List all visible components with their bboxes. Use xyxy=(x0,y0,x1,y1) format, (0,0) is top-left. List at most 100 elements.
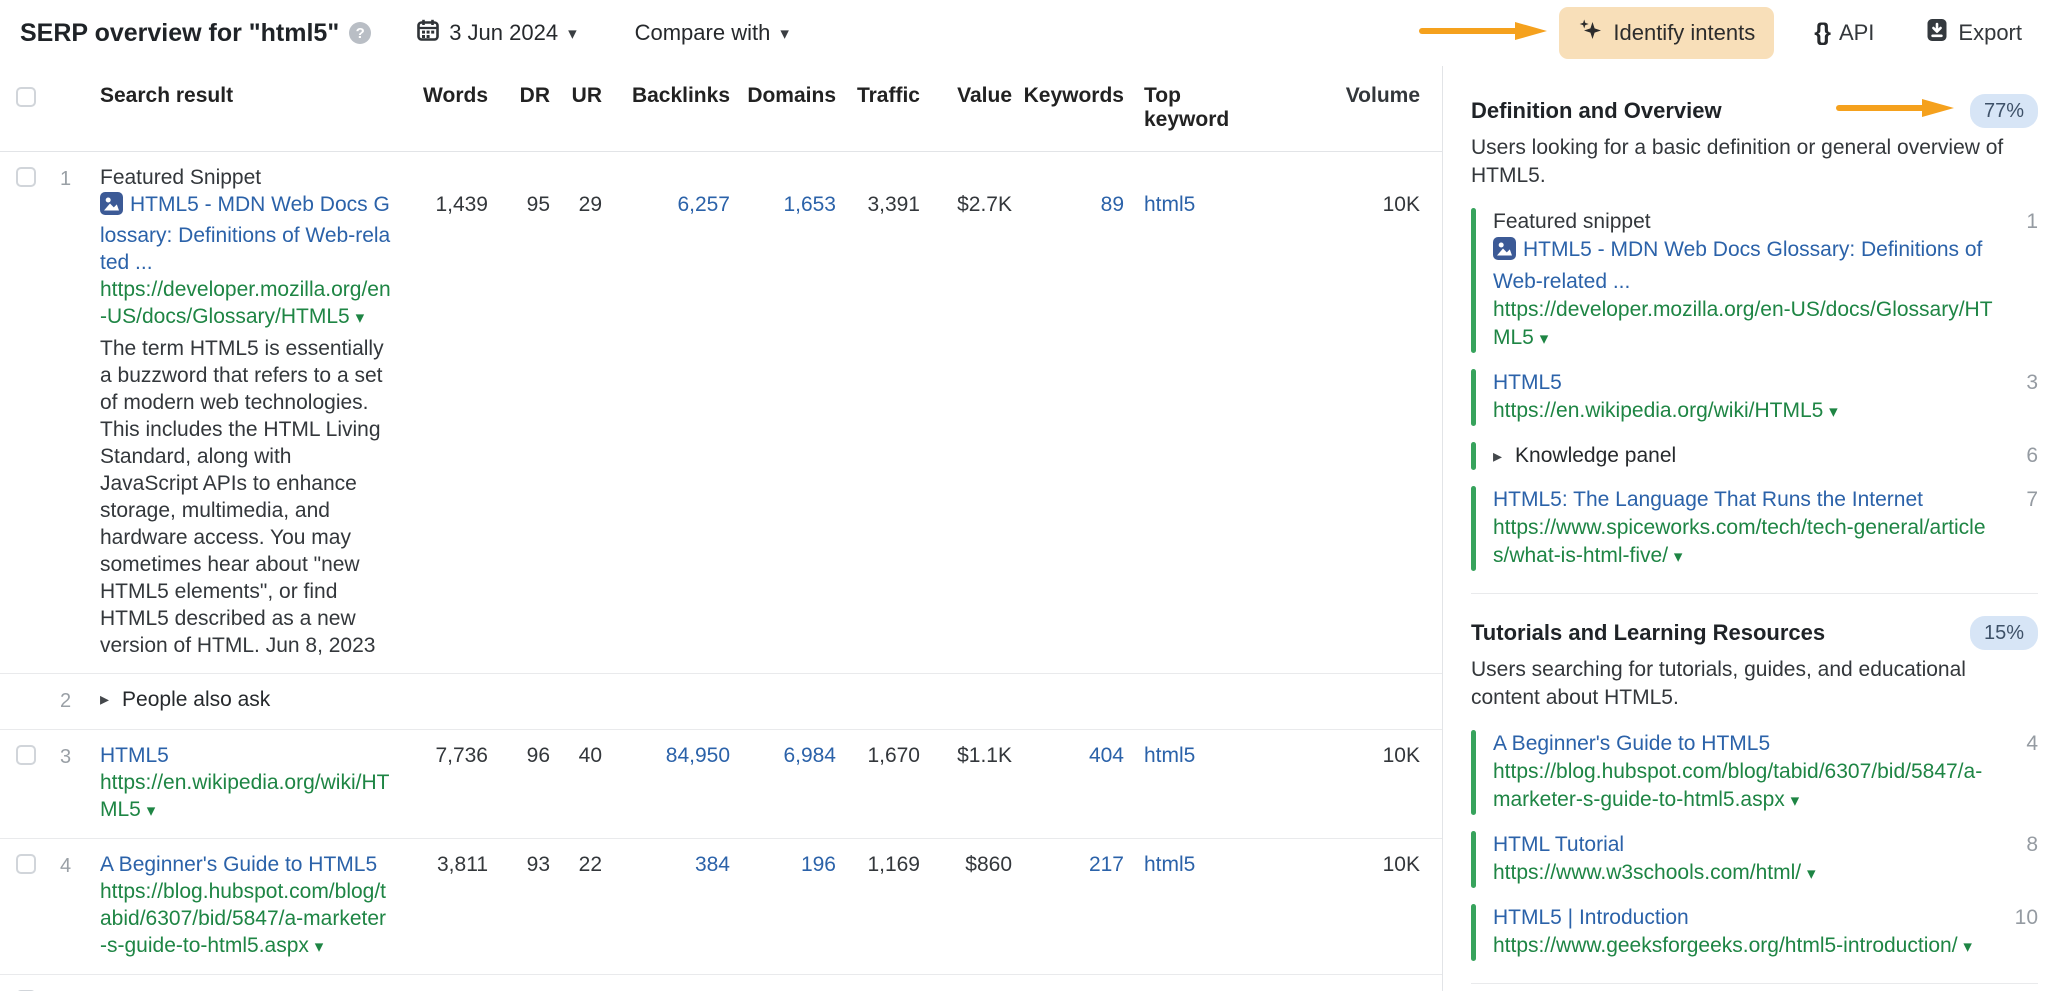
select-all-checkbox[interactable] xyxy=(16,87,36,107)
url-dropdown-caret[interactable]: ▾ xyxy=(1673,547,1683,566)
cell-top-keyword-link[interactable]: html5 xyxy=(1144,853,1196,876)
caret-right-icon: ▸ xyxy=(1493,446,1503,466)
intent-item-title-link[interactable]: A Beginner's Guide to HTML5 xyxy=(1493,732,1771,755)
cell-keywords-link[interactable]: 404 xyxy=(1088,744,1124,767)
intent-item-label: Featured snippet xyxy=(1493,210,1651,233)
result-url-link[interactable]: https://en.wikipedia.org/wiki/HTML5 ▾ xyxy=(100,769,392,824)
row-checkbox[interactable] xyxy=(16,854,36,874)
intent-item-title-link[interactable]: HTML Tutorial xyxy=(1493,833,1625,856)
result-url-link[interactable]: https://blog.hubspot.com/blog/tabid/6307… xyxy=(100,878,392,960)
row-checkbox[interactable] xyxy=(16,167,36,187)
intent-item-title-link[interactable]: HTML5 | Introduction xyxy=(1493,906,1689,929)
intent-item-url-link[interactable]: https://en.wikipedia.org/wiki/HTML5 ▾ xyxy=(1493,397,1996,426)
result-url-link[interactable]: https://developer.mozilla.org/en-US/docs… xyxy=(100,276,392,331)
intent-color-bar xyxy=(1471,904,1476,961)
row-index: 3 xyxy=(60,746,72,768)
compare-with-label: Compare with xyxy=(634,20,771,45)
cell-dr: 96 xyxy=(526,744,550,767)
intent-item-url-link[interactable]: https://www.spiceworks.com/tech/tech-gen… xyxy=(1493,514,1996,571)
cell-traffic: 484 xyxy=(836,987,920,991)
cell-dr: 95 xyxy=(526,193,550,216)
people-also-ask-expander[interactable]: ▸ People also ask xyxy=(100,686,392,713)
cell-ur: 40 xyxy=(578,744,602,767)
column-header-volume: Volume xyxy=(1345,84,1420,107)
thumbnail-icon xyxy=(100,192,123,222)
intent-item-url-link[interactable]: https://www.w3schools.com/html/ ▾ xyxy=(1493,859,1996,888)
url-dropdown-caret[interactable]: ▾ xyxy=(355,308,365,327)
intent-item-url-text: https://www.spiceworks.com/tech/tech-gen… xyxy=(1493,516,1986,567)
intent-item-url-text: https://developer.mozilla.org/en-US/docs… xyxy=(1493,298,1993,349)
api-button[interactable]: {} API xyxy=(1808,18,1880,48)
row-index: 4 xyxy=(60,855,72,877)
column-header-words: Words xyxy=(423,84,488,107)
result-title-link[interactable]: HTML5 xyxy=(100,744,169,767)
intent-color-bar xyxy=(1471,208,1476,353)
intent-item-url-link[interactable]: https://www.geeksforgeeks.org/html5-intr… xyxy=(1493,932,1996,961)
cell-domains-link[interactable]: 196 xyxy=(800,853,836,876)
result-title-link[interactable]: HTML5 - MDN Web Docs Glossary: Definitio… xyxy=(100,191,392,276)
title-group: SERP overview for "html5" ? xyxy=(20,18,372,48)
export-button[interactable]: Export xyxy=(1920,17,2028,49)
intent-result-item: ▸ Knowledge panel 6 xyxy=(1471,442,2038,470)
cell-traffic: 3,391 xyxy=(867,193,920,216)
url-dropdown-caret[interactable]: ▾ xyxy=(1539,329,1549,348)
intent-item-url-link[interactable]: https://developer.mozilla.org/en-US/docs… xyxy=(1493,296,1996,353)
intent-item-title-link[interactable]: HTML5: The Language That Runs the Intern… xyxy=(1493,488,1923,511)
calendar-icon xyxy=(417,19,439,47)
cell-keywords-link[interactable]: 89 xyxy=(1100,193,1124,216)
url-dropdown-caret[interactable]: ▾ xyxy=(314,937,324,956)
cell-domains-link[interactable]: 6,984 xyxy=(783,744,836,767)
url-dropdown-caret[interactable]: ▾ xyxy=(1790,791,1800,810)
cell-domains-link[interactable]: 315 xyxy=(730,987,836,991)
intent-item-rank: 3 xyxy=(2026,371,2038,394)
result-title-link[interactable]: A Beginner's Guide to HTML5 xyxy=(100,853,378,876)
cell-value: $860 xyxy=(965,853,1012,876)
cell-keywords-link[interactable]: 146 xyxy=(1012,987,1124,991)
sparkles-icon xyxy=(1578,18,1602,48)
intent-color-bar xyxy=(1471,831,1476,888)
url-dropdown-caret[interactable]: ▾ xyxy=(146,801,156,820)
cell-backlinks-link[interactable]: 84,950 xyxy=(665,744,730,767)
result-title-link[interactable]: HTML5: What's New in The Latest Version … xyxy=(100,987,392,991)
intent-item-rank: 10 xyxy=(2014,906,2038,929)
cell-top-keyword-link[interactable]: html5 xyxy=(1124,987,1264,991)
intent-item-title-link[interactable]: HTML5 xyxy=(1493,371,1562,394)
cell-words: 3,811 xyxy=(437,853,488,876)
intent-result-item: HTML5 | Introduction https://www.geeksfo… xyxy=(1471,904,2038,961)
caret-right-icon: ▸ xyxy=(100,689,110,709)
cell-backlinks-link[interactable]: 6,257 xyxy=(677,193,730,216)
page-title: SERP overview for "html5" xyxy=(20,18,340,47)
intent-result-item: HTML5: The Language That Runs the Intern… xyxy=(1471,486,2038,571)
url-dropdown-caret[interactable]: ▾ xyxy=(1806,864,1816,883)
date-label: 3 Jun 2024 xyxy=(449,20,559,45)
intent-item-rank: 6 xyxy=(2026,444,2038,467)
result-url-text: https://blog.hubspot.com/blog/tabid/6307… xyxy=(100,880,387,957)
help-icon[interactable]: ? xyxy=(349,22,372,44)
cell-domains-link[interactable]: 1,653 xyxy=(783,193,836,216)
cell-backlinks-link[interactable]: 876 xyxy=(602,987,730,991)
cell-ur: 24 xyxy=(550,987,602,991)
intent-item-url-text: https://www.w3schools.com/html/ xyxy=(1493,861,1802,884)
column-header-domains: Domains xyxy=(747,84,836,107)
intent-item-title-link[interactable]: HTML5 - MDN Web Docs Glossary: Definitio… xyxy=(1493,236,1996,296)
cell-traffic: 1,670 xyxy=(867,744,920,767)
row-checkbox[interactable] xyxy=(16,745,36,765)
intent-section: Tutorials and Learning Resources 15% Use… xyxy=(1471,594,2038,984)
identify-intents-button[interactable]: Identify intents xyxy=(1559,7,1775,59)
cell-top-keyword-link[interactable]: html5 xyxy=(1144,744,1196,767)
cell-value: $346 xyxy=(920,987,1012,991)
date-picker[interactable]: 3 Jun 2024 ▾ xyxy=(411,18,582,48)
knowledge-panel-expander[interactable]: ▸ Knowledge panel xyxy=(1493,442,1996,470)
intent-item-url-link[interactable]: https://blog.hubspot.com/blog/tabid/6307… xyxy=(1493,758,1996,815)
export-icon xyxy=(1926,18,1948,48)
cell-keywords-link[interactable]: 217 xyxy=(1088,853,1124,876)
cell-top-keyword-link[interactable]: html5 xyxy=(1144,193,1196,216)
intent-section-description: Users searching for tutorials, guides, a… xyxy=(1471,658,1966,709)
compare-with-dropdown[interactable]: Compare with ▾ xyxy=(629,19,795,47)
cell-backlinks-link[interactable]: 384 xyxy=(694,853,730,876)
url-dropdown-caret[interactable]: ▾ xyxy=(1963,937,1972,956)
export-label: Export xyxy=(1958,20,2022,45)
url-dropdown-caret[interactable]: ▾ xyxy=(1829,402,1838,421)
column-header-backlinks: Backlinks xyxy=(631,84,730,107)
table-row: 5 HTML5: What's New in The Latest Versio… xyxy=(0,975,1442,991)
